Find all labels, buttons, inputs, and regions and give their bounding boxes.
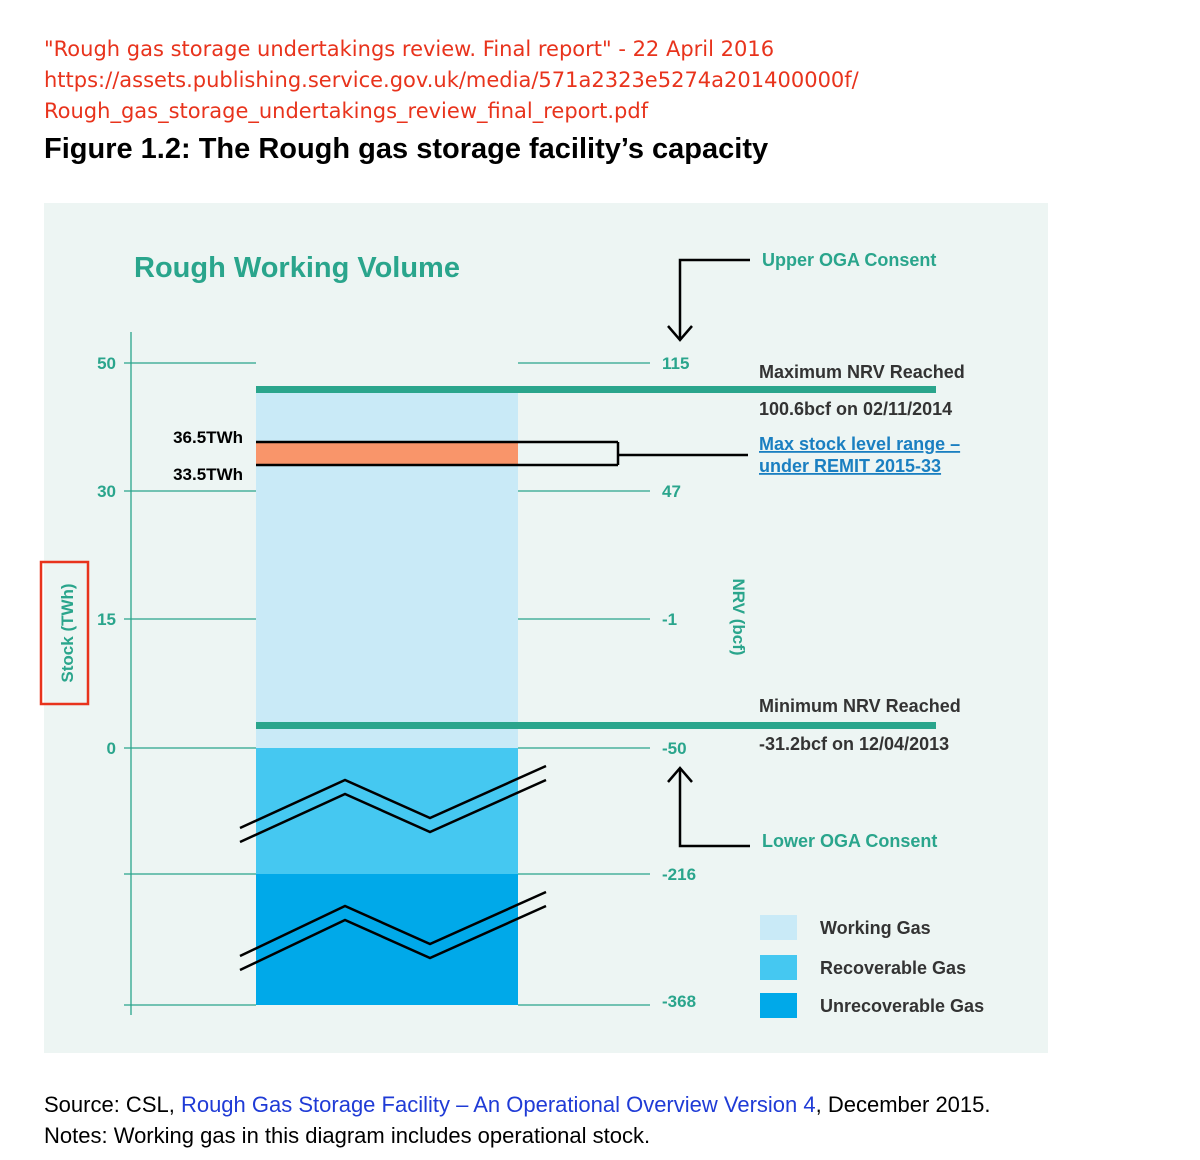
source-note: Source: CSL, Rough Gas Storage Facility … [44,1092,991,1118]
source-prefix: Source: CSL, [44,1092,181,1117]
remit-link-line2[interactable]: under REMIT 2015-33 [759,456,941,476]
chart-title: Rough Working Volume [134,252,460,284]
lower-consent-label: Lower OGA Consent [762,831,937,851]
citation-url-line[interactable]: https://assets.publishing.service.gov.uk… [44,68,859,92]
axis-break-line [239,764,547,830]
max-nrv-value: 100.6bcf on 02/11/2014 [759,399,952,419]
min-nrv-bar [256,722,936,729]
upper-consent-arrowhead [667,325,693,342]
y-axis-label: Stock (TWh) [58,583,77,682]
upper-consent-label: Upper OGA Consent [762,250,936,270]
notes-text: Notes: Working gas in this diagram inclu… [44,1123,651,1148]
right-tick-label: 47 [662,482,681,501]
lower-consent-arrow [678,768,750,848]
left-tick-label: 0 [107,739,116,758]
max-nrv-bar [256,386,936,393]
legend-swatch-recoverable-gas [760,955,797,980]
lower-consent-arrowhead [667,766,693,783]
legend-label: Unrecoverable Gas [820,996,984,1016]
remit-lower-label: 33.5TWh [173,465,243,484]
figure-title: Figure 1.2: The Rough gas storage facili… [44,133,769,165]
legend-swatch-unrecoverable-gas [760,993,797,1018]
right-tick-label: -216 [662,865,696,884]
right-tick-label: -1 [662,610,677,629]
legend-swatch-working-gas [760,915,797,940]
min-nrv-value: -31.2bcf on 12/04/2013 [759,734,949,754]
left-tick-label: 15 [97,610,116,629]
remit-band [256,442,518,465]
citation-file-name[interactable]: Rough_gas_storage_undertakings_review_fi… [44,99,649,123]
axis-break-line [239,778,547,844]
chart-panel [44,203,1048,1053]
ylabel-highlight-box [39,560,90,706]
right-tick-label: -50 [662,739,687,758]
left-tick-label: 50 [97,354,116,373]
right-tick-label: -368 [662,992,696,1011]
citation-title: "Rough gas storage undertakings review. … [44,37,775,61]
y2-axis-label: NRV (bcf) [729,578,748,655]
source-link[interactable]: Rough Gas Storage Facility – An Operatio… [180,1092,816,1117]
remit-upper-label: 36.5TWh [173,428,243,447]
legend-label: Recoverable Gas [820,958,966,978]
left-tick-label: 30 [97,482,116,501]
upper-consent-arrow [678,258,750,340]
axis-break-line [239,890,547,958]
right-tick-label: 115 [662,354,689,373]
min-nrv-title: Minimum NRV Reached [759,696,961,716]
source-suffix: , December 2015. [815,1092,991,1117]
max-nrv-title: Maximum NRV Reached [759,362,965,382]
axis-break-line [239,904,547,972]
remit-link-line1[interactable]: Max stock level range – [759,434,960,454]
legend-label: Working Gas [820,918,931,938]
